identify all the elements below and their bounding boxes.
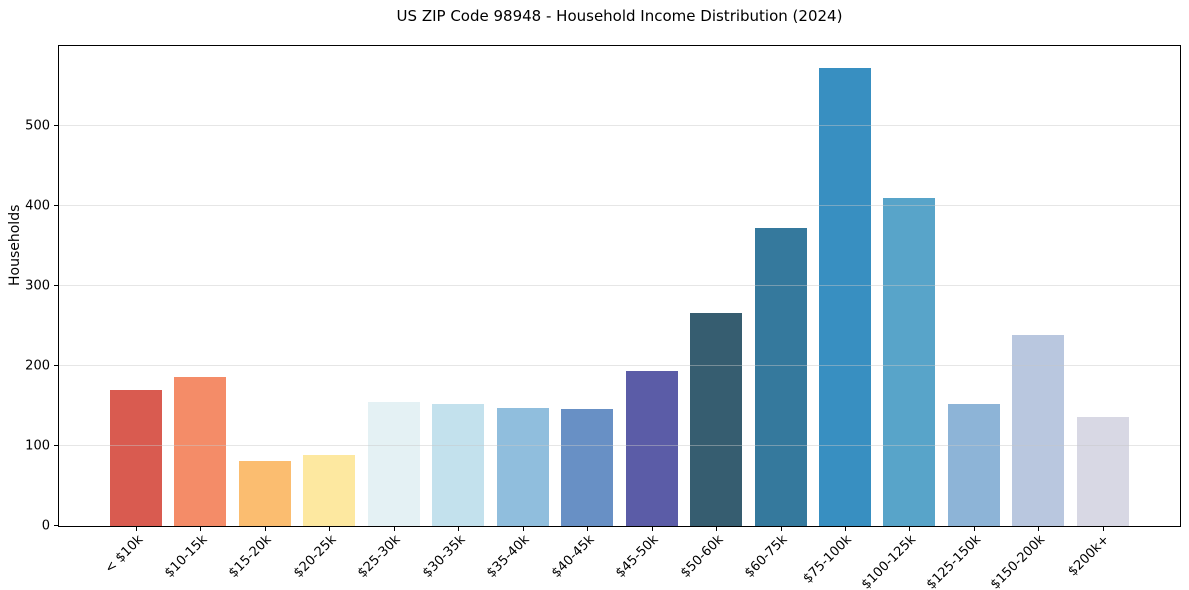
x-tick-label: $30-35k: [419, 532, 469, 581]
bar-column: $125-150k: [924, 46, 1000, 590]
bar: [174, 377, 227, 526]
x-tick-label: $45-50k: [613, 532, 662, 581]
bar-column: $35-40k: [484, 46, 549, 581]
bar: [1076, 417, 1129, 526]
x-tick-mark: [458, 527, 460, 531]
y-tick-label: 400: [25, 198, 50, 214]
x-tick-mark: [329, 527, 331, 531]
bar: [754, 228, 807, 526]
bar: [1012, 334, 1065, 526]
x-tick-label: $25-30k: [355, 532, 404, 581]
y-tick-mark: [54, 525, 58, 526]
y-tick-mark: [54, 125, 58, 126]
x-tick-mark: [651, 527, 653, 531]
x-tick-label: < $10k: [101, 532, 146, 577]
bar-column: $60-75k: [742, 46, 807, 581]
bar-column: $50-60k: [677, 46, 743, 581]
bar-column: $15-20k: [226, 46, 291, 581]
bar: [238, 461, 291, 526]
x-tick-label: $50-60k: [677, 532, 726, 581]
x-tick-mark: [136, 527, 137, 531]
bar-column: $25-30k: [355, 46, 420, 581]
bar: [690, 313, 743, 526]
bar: [110, 390, 162, 526]
bar: [947, 404, 1000, 526]
x-tick-label: $40-45k: [548, 532, 598, 581]
bar: [883, 198, 936, 526]
bar-column: $200k+: [1066, 46, 1129, 579]
y-tick-mark: [54, 365, 58, 366]
x-tick-label: $150-200k: [988, 532, 1049, 590]
bar-column: < $10k: [102, 46, 162, 576]
x-tick-mark: [1038, 527, 1040, 531]
x-tick-mark: [780, 527, 782, 531]
x-tick-mark: [844, 527, 846, 531]
bar: [432, 403, 485, 526]
bar-column: $30-35k: [420, 46, 485, 581]
bar-column: $150-200k: [988, 46, 1065, 590]
x-tick-label: $15-20k: [226, 532, 275, 581]
x-tick-mark: [909, 527, 911, 531]
x-tick-mark: [973, 527, 975, 531]
y-tick-label: 0: [41, 518, 50, 534]
bar: [818, 68, 871, 526]
bar: [625, 370, 678, 526]
y-tick-mark: [54, 445, 58, 446]
bars-container: < $10k $10-15k $15-20k $20-25k $25-30k $30-35…: [59, 46, 1180, 590]
x-tick-mark: [522, 527, 524, 531]
bar: [303, 454, 356, 526]
bar: [367, 402, 420, 526]
x-tick-label: $10-15k: [161, 532, 211, 581]
x-tick-label: $200k+: [1065, 532, 1113, 580]
bar: [561, 409, 614, 526]
bar-column: $45-50k: [613, 46, 678, 581]
y-tick-label: 500: [25, 118, 50, 134]
x-tick-mark: [200, 527, 202, 531]
bar-column: $100-125k: [859, 46, 936, 590]
x-tick-mark: [587, 527, 589, 531]
bar-column: $75-100k: [801, 46, 871, 587]
bar-column: $10-15k: [162, 46, 227, 581]
bar-column: $40-45k: [549, 46, 614, 581]
x-tick-mark: [1102, 527, 1104, 531]
plot-area: < $10k $10-15k $15-20k $20-25k $25-30k $30-35…: [25, 45, 1181, 590]
x-tick-label: $75-100k: [800, 532, 855, 587]
x-tick-label: $20-25k: [290, 532, 340, 581]
x-tick-mark: [264, 527, 266, 531]
y-tick-mark: [54, 205, 58, 206]
y-tick-mark: [54, 285, 58, 286]
bar: [496, 408, 549, 526]
x-tick-label: $125-150k: [923, 532, 984, 590]
x-tick-mark: [716, 527, 718, 531]
chart-title: US ZIP Code 98948 - Household Income Dis…: [396, 7, 843, 25]
x-tick-label: $35-40k: [484, 532, 533, 581]
y-tick-label: 200: [25, 358, 50, 374]
x-tick-label: $100-125k: [859, 532, 920, 590]
x-tick-label: $60-75k: [741, 532, 791, 581]
bar-column: $20-25k: [291, 46, 356, 581]
y-tick-label: 100: [25, 438, 50, 454]
y-tick-label: 300: [25, 278, 50, 294]
x-tick-mark: [393, 527, 395, 531]
